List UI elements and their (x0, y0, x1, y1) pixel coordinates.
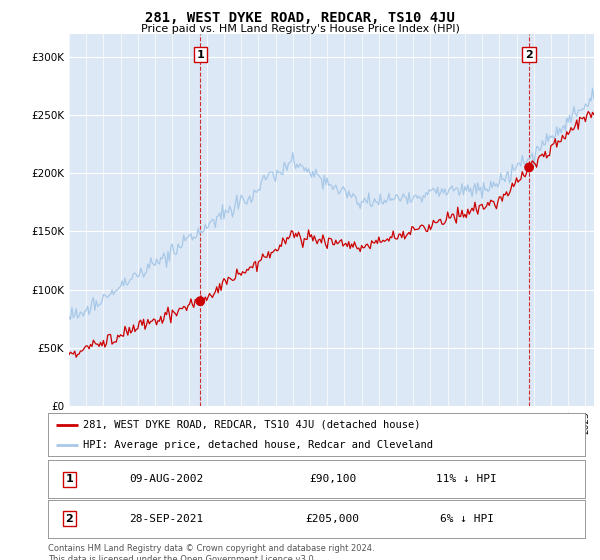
Text: 2: 2 (525, 49, 533, 59)
Text: Contains HM Land Registry data © Crown copyright and database right 2024.
This d: Contains HM Land Registry data © Crown c… (48, 544, 374, 560)
Text: 2: 2 (65, 514, 73, 524)
Point (196, 297, 205, 306)
Text: Price paid vs. HM Land Registry's House Price Index (HPI): Price paid vs. HM Land Registry's House … (140, 24, 460, 34)
Text: 1: 1 (65, 474, 73, 484)
Point (524, 163, 534, 172)
Text: 1: 1 (196, 49, 204, 59)
Text: 11% ↓ HPI: 11% ↓ HPI (436, 474, 497, 484)
Text: 281, WEST DYKE ROAD, REDCAR, TS10 4JU (detached house): 281, WEST DYKE ROAD, REDCAR, TS10 4JU (d… (83, 419, 421, 430)
Text: 6% ↓ HPI: 6% ↓ HPI (440, 514, 494, 524)
Text: HPI: Average price, detached house, Redcar and Cleveland: HPI: Average price, detached house, Redc… (83, 440, 433, 450)
Text: 09-AUG-2002: 09-AUG-2002 (129, 474, 203, 484)
Text: 28-SEP-2021: 28-SEP-2021 (129, 514, 203, 524)
Text: £90,100: £90,100 (309, 474, 356, 484)
Text: £205,000: £205,000 (305, 514, 359, 524)
Text: 281, WEST DYKE ROAD, REDCAR, TS10 4JU: 281, WEST DYKE ROAD, REDCAR, TS10 4JU (145, 11, 455, 25)
